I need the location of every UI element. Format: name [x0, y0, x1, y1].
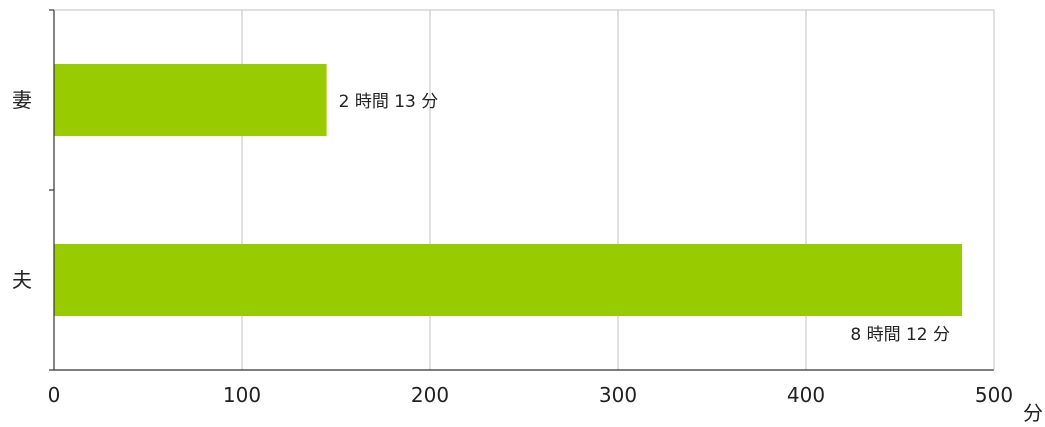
x-tick-label: 300: [599, 383, 637, 407]
data-label: 2 時間 13 分: [339, 92, 439, 112]
x-tick-label: 200: [411, 383, 449, 407]
axes: [49, 9, 995, 371]
x-tick-label: 0: [48, 383, 61, 407]
category-label: 夫: [12, 268, 32, 292]
category-label: 妻: [12, 88, 32, 112]
x-tick-label: 100: [223, 383, 261, 407]
x-unit-label: 分: [1023, 401, 1043, 425]
bars: [54, 64, 963, 316]
x-tick-label: 400: [787, 383, 825, 407]
labels: 0 100 200 300 400 500 分 妻 2 時間 13 分夫 8 時間 12 分: [12, 88, 1043, 425]
data-label: 8 時間 12 分: [850, 325, 950, 345]
bar-1: [54, 244, 963, 316]
x-tick-label: 500: [975, 383, 1013, 407]
bar-0: [54, 64, 327, 136]
